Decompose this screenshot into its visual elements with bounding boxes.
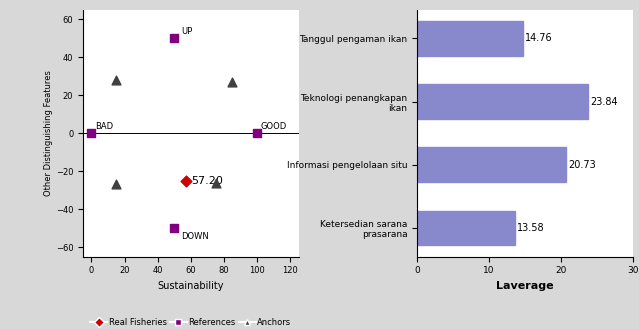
Point	[86, 131, 96, 136]
Text: BAD: BAD	[95, 122, 113, 131]
Y-axis label: Other Distinguishing Features: Other Distinguishing Features	[44, 70, 53, 196]
Text: 13.58: 13.58	[517, 223, 544, 233]
Text: GOOD: GOOD	[261, 122, 287, 131]
Point	[111, 182, 121, 187]
Text: 14.76: 14.76	[525, 34, 553, 43]
Text: 57.20: 57.20	[191, 176, 223, 186]
Text: DOWN: DOWN	[181, 232, 208, 241]
Legend: Real Fisheries, References, Anchors: Real Fisheries, References, Anchors	[87, 315, 295, 329]
Point	[111, 77, 121, 83]
X-axis label: Laverage: Laverage	[496, 281, 553, 291]
Bar	[417, 211, 514, 245]
Point	[252, 131, 262, 136]
Bar	[417, 84, 589, 119]
Point	[169, 36, 180, 41]
Point	[169, 225, 180, 231]
Bar	[417, 147, 566, 182]
Point	[211, 180, 221, 185]
Text: 20.73: 20.73	[568, 160, 596, 170]
Text: 23.84: 23.84	[590, 97, 618, 107]
Point	[181, 178, 191, 183]
X-axis label: Sustainability: Sustainability	[158, 281, 224, 291]
Point	[227, 79, 237, 85]
Bar	[417, 21, 523, 56]
Text: UP: UP	[181, 27, 192, 37]
